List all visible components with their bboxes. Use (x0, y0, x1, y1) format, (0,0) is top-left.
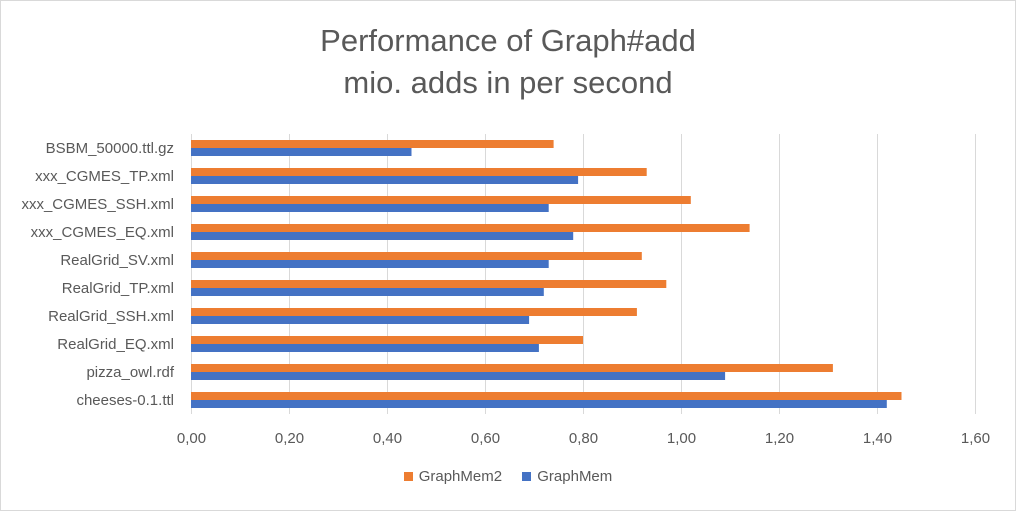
x-tick-label: 1,20 (765, 430, 794, 447)
category-label: RealGrid_TP.xml (62, 280, 174, 297)
legend-item-graphmem: GraphMem (522, 468, 612, 485)
x-tick-label: 1,60 (961, 430, 990, 447)
legend-label-graphmem2: GraphMem2 (418, 468, 503, 485)
bars (191, 140, 902, 408)
x-tick-label: 0,40 (373, 430, 402, 447)
bar-graphmem2-1 (191, 168, 647, 176)
bar-graphmem2-8 (191, 364, 833, 372)
bar-graphmem2-3 (191, 224, 750, 232)
x-tick-label: 1,40 (863, 430, 892, 447)
bar-graphmem-7 (191, 344, 539, 352)
bar-graphmem2-9 (191, 392, 902, 400)
category-label: BSBM_50000.ttl.gz (46, 140, 174, 157)
category-label: xxx_CGMES_SSH.xml (21, 196, 174, 213)
bar-graphmem-9 (191, 400, 887, 408)
legend: GraphMem2 GraphMem (0, 468, 1016, 485)
category-label: RealGrid_EQ.xml (57, 336, 174, 353)
category-label: cheeses-0.1.ttl (76, 392, 174, 409)
bar-graphmem-2 (191, 204, 549, 212)
legend-item-graphmem2: GraphMem2 (403, 468, 503, 485)
bar-graphmem2-6 (191, 308, 637, 316)
category-label: RealGrid_SV.xml (60, 252, 174, 269)
bar-graphmem-8 (191, 372, 726, 380)
bar-graphmem-5 (191, 288, 544, 296)
x-tick-label: 0,00 (177, 430, 206, 447)
category-labels: BSBM_50000.ttl.gz xxx_CGMES_TP.xml xxx_CGM… (21, 140, 174, 409)
category-label: xxx_CGMES_TP.xml (35, 168, 174, 185)
category-label: pizza_owl.rdf (86, 364, 174, 381)
chart-title: Performance of Graph#add mio. adds in pe… (0, 20, 1016, 104)
bar-graphmem2-2 (191, 196, 691, 204)
x-tick-label: 0,80 (569, 430, 598, 447)
bar-graphmem-0 (191, 148, 412, 156)
category-label: xxx_CGMES_EQ.xml (31, 224, 174, 241)
bar-graphmem2-0 (191, 140, 554, 148)
chart-title-line-2: mio. adds in per second (343, 65, 673, 100)
bar-graphmem2-5 (191, 280, 667, 288)
x-tick-label: 0,60 (471, 430, 500, 447)
x-tick-labels: 0,00 0,20 0,40 0,60 0,80 1,00 1,20 1,40 1,60 (177, 430, 990, 447)
bar-graphmem2-7 (191, 336, 583, 344)
legend-label-graphmem: GraphMem (537, 468, 613, 485)
x-tick-label: 1,00 (667, 430, 696, 447)
chart-title-line-1: Performance of Graph#add (320, 23, 696, 58)
bar-graphmem-4 (191, 260, 549, 268)
x-tick-label: 0,20 (275, 430, 304, 447)
legend-swatch-graphmem (522, 472, 532, 481)
bar-graphmem-6 (191, 316, 530, 324)
bar-graphmem-1 (191, 176, 579, 184)
bar-graphmem2-4 (191, 252, 642, 260)
category-label: RealGrid_SSH.xml (48, 308, 174, 325)
bar-graphmem-3 (191, 232, 574, 240)
legend-swatch-graphmem2 (403, 472, 413, 481)
